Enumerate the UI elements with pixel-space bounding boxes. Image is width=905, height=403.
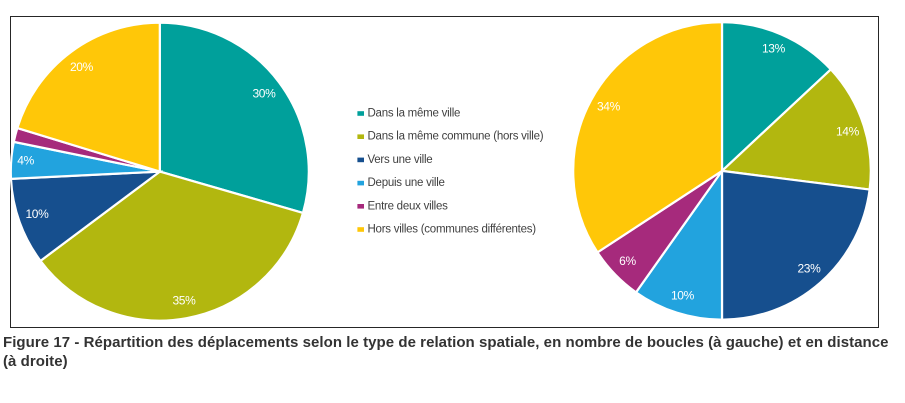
svg-text:6%: 6% <box>619 254 636 268</box>
svg-text:14%: 14% <box>836 125 860 139</box>
svg-text:30%: 30% <box>252 87 276 101</box>
svg-text:Hors villes (communes différen: Hors villes (communes différentes) <box>368 224 537 236</box>
svg-text:35%: 35% <box>172 294 196 308</box>
svg-text:10%: 10% <box>671 288 695 302</box>
svg-text:Depuis une ville: Depuis une ville <box>368 177 445 189</box>
svg-text:4%: 4% <box>17 154 34 168</box>
svg-text:13%: 13% <box>762 42 786 56</box>
svg-text:Dans la même commune (hors vil: Dans la même commune (hors ville) <box>368 131 544 143</box>
svg-text:Dans la même ville: Dans la même ville <box>368 108 461 120</box>
svg-text:23%: 23% <box>797 262 821 276</box>
svg-text:20%: 20% <box>70 60 94 74</box>
svg-text:10%: 10% <box>25 207 49 221</box>
svg-text:Vers une ville: Vers une ville <box>368 154 433 166</box>
svg-text:Entre deux villes: Entre deux villes <box>368 200 449 212</box>
svg-text:34%: 34% <box>597 100 621 114</box>
